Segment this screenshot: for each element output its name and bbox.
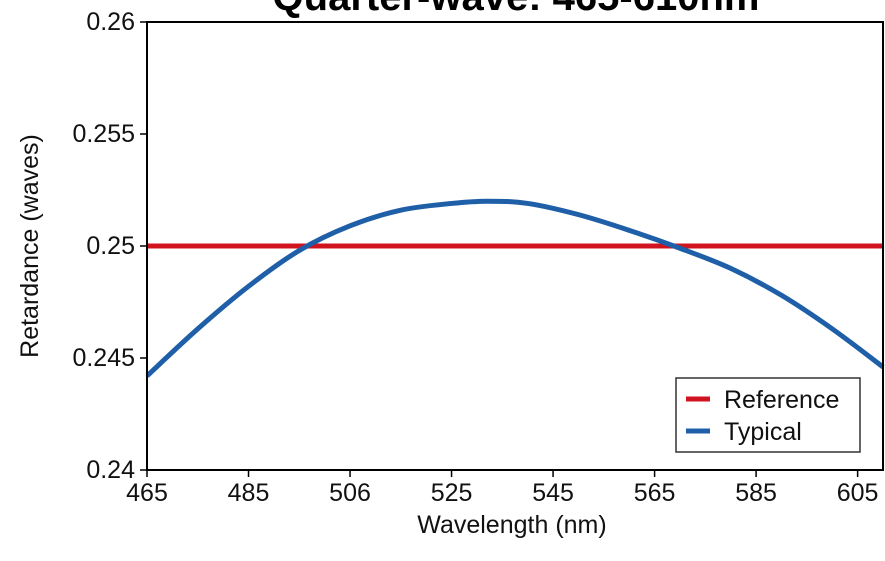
legend-label-typical: Typical (724, 418, 802, 446)
x-tick-label: 485 (228, 479, 270, 507)
y-tick-label: 0.25 (86, 232, 135, 260)
x-tick-label: 585 (735, 479, 777, 507)
x-tick-label: 525 (431, 479, 473, 507)
y-axis-label: Retardance (waves) (16, 134, 44, 358)
x-axis-label: Wavelength (nm) (417, 511, 606, 539)
x-tick-label: 565 (634, 479, 676, 507)
x-axis-ticks: 465 485 506 525 545 565 585 605 (126, 470, 878, 507)
x-tick-label: 465 (126, 479, 168, 507)
y-tick-label: 0.26 (86, 8, 135, 36)
series-line-typical (147, 198, 885, 378)
y-axis-ticks: 0.24 0.245 0.25 0.255 0.26 (72, 8, 147, 484)
legend-label-reference: Reference (724, 386, 839, 414)
chart-title: Quarter-wave: 465-610nm (273, 0, 760, 19)
y-tick-label: 0.245 (72, 344, 135, 372)
x-tick-label: 506 (329, 479, 371, 507)
plot-area-frame (146, 21, 884, 471)
y-tick-label: 0.24 (86, 456, 135, 484)
y-tick-label: 0.255 (72, 120, 135, 148)
series-layer (147, 198, 885, 378)
legend: Reference Typical (675, 377, 861, 453)
x-tick-label: 545 (532, 479, 574, 507)
legend-box (675, 377, 861, 453)
x-tick-label: 605 (837, 479, 879, 507)
